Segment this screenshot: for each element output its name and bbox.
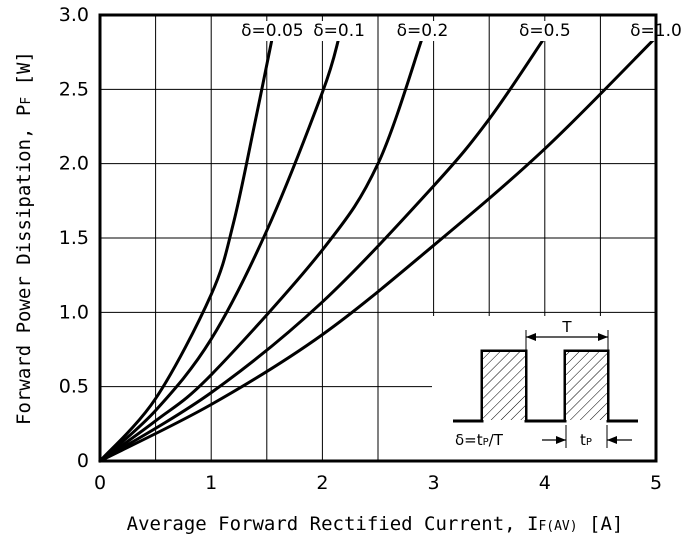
- series-line: [98, 35, 547, 463]
- curves: [98, 35, 658, 463]
- y-tick-label: 0.5: [59, 376, 89, 398]
- period-arrowhead-right: [598, 333, 608, 341]
- x-tick-label: 3: [428, 472, 440, 494]
- period-label: T: [561, 318, 572, 336]
- series-line: [98, 35, 658, 463]
- x-tick-label: 4: [539, 472, 551, 494]
- series-line: [98, 35, 341, 463]
- pulse-width-label: tP: [580, 431, 592, 449]
- series-label-background: [311, 21, 367, 41]
- inset-background: [432, 316, 656, 461]
- x-tick-label: 1: [205, 472, 217, 494]
- period-arrowhead-left: [526, 333, 536, 341]
- tp-arrowhead-left: [556, 436, 566, 444]
- series-label: δ=0.2: [397, 21, 449, 41]
- y-tick-label: 1.5: [59, 227, 89, 249]
- y-axis-title: Forward Power Dissipation, PF [W]: [13, 51, 35, 425]
- x-tick-label: 0: [94, 472, 106, 494]
- duty-cycle-label: δ=tP/T: [455, 431, 504, 449]
- x-tick-label: 5: [650, 472, 662, 494]
- pulse-waveform-inset: T δ=tP/T tP: [432, 316, 656, 461]
- series-label: δ=0.1: [313, 21, 365, 41]
- y-tick-label: 2.0: [59, 153, 89, 175]
- tick-labels: 0 1 2 3 4 5 0 0.5 1.0 1.5 2.0 2.5 3.0: [59, 4, 662, 494]
- y-tick-label: 2.5: [59, 78, 89, 100]
- pulse-1-fill: [483, 352, 525, 420]
- y-tick-label: 1.0: [59, 301, 89, 323]
- pulse-waveform: [453, 349, 638, 423]
- series-label-background: [239, 21, 306, 41]
- x-axis-title: Average Forward Rectified Current, IF(AV…: [127, 513, 624, 535]
- y-tick-label: 3.0: [59, 4, 89, 26]
- series-label-background: [516, 21, 573, 41]
- series-line: [98, 35, 424, 463]
- series-line: [98, 35, 274, 463]
- plot-frame: [98, 13, 658, 463]
- series-label: δ=0.05: [241, 21, 304, 41]
- curve-labels: δ=0.05 δ=0.1 δ=0.2 δ=0.5 δ=1.0: [239, 21, 682, 41]
- tp-arrowhead-right: [607, 436, 617, 444]
- pulse-2-fill: [566, 352, 607, 420]
- series-label: δ=0.5: [519, 21, 571, 41]
- series-label-background: [394, 21, 451, 41]
- x-tick-label: 2: [316, 472, 328, 494]
- y-tick-label: 0: [77, 450, 89, 472]
